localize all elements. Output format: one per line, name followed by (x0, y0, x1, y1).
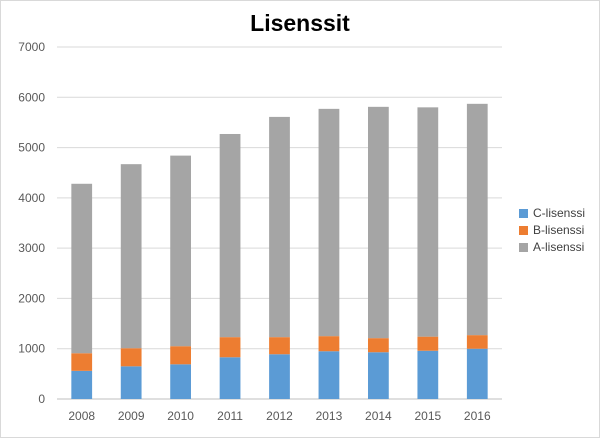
bar-A-lisenssi-2010 (170, 155, 191, 347)
y-tick-label: 6000 (18, 90, 45, 104)
bar-A-lisenssi-2014 (368, 106, 389, 339)
legend-label: B-lisenssi (533, 223, 584, 237)
bar-C-lisenssi-2011 (219, 357, 241, 399)
bar-C-lisenssi-2013 (318, 351, 340, 399)
legend-label: C-lisenssi (533, 206, 585, 220)
bar-C-lisenssi-2012 (269, 354, 290, 399)
y-tick-label: 5000 (18, 141, 45, 155)
bar-C-lisenssi-2015 (417, 350, 439, 399)
x-tick-label: 2013 (316, 409, 343, 423)
bar-A-lisenssi-2011 (219, 133, 241, 338)
x-tick-label: 2012 (266, 409, 293, 423)
legend-swatch (519, 243, 528, 252)
x-tick-label: 2010 (167, 409, 194, 423)
bar-B-lisenssi-2014 (368, 338, 389, 353)
bar-B-lisenssi-2008 (71, 353, 93, 371)
bar-B-lisenssi-2013 (318, 336, 340, 352)
bar-A-lisenssi-2015 (417, 107, 439, 337)
x-tick-label: 2008 (68, 409, 95, 423)
bar-B-lisenssi-2016 (466, 335, 488, 349)
bar-C-lisenssi-2010 (170, 364, 191, 399)
x-tick-label: 2011 (217, 409, 243, 423)
bar-B-lisenssi-2015 (417, 336, 439, 351)
y-tick-label: 4000 (18, 191, 45, 205)
y-tick-label: 0 (38, 392, 45, 406)
x-tick-label: 2009 (118, 409, 145, 423)
bar-A-lisenssi-2012 (269, 116, 290, 338)
x-tick-label: 2016 (464, 409, 491, 423)
x-tick-label: 2015 (414, 409, 441, 423)
y-tick-label: 2000 (18, 291, 45, 305)
y-tick-label: 3000 (18, 241, 45, 255)
bar-A-lisenssi-2009 (120, 164, 142, 349)
y-tick-label: 7000 (18, 40, 45, 54)
bar-A-lisenssi-2013 (318, 108, 340, 337)
y-tick-label: 1000 (18, 342, 45, 356)
bar-B-lisenssi-2010 (170, 346, 191, 365)
bar-C-lisenssi-2009 (120, 366, 142, 399)
bar-B-lisenssi-2011 (219, 337, 241, 358)
bar-C-lisenssi-2008 (71, 370, 93, 399)
x-tick-label: 2014 (365, 409, 392, 423)
bar-A-lisenssi-2008 (71, 183, 93, 354)
legend-swatch (519, 209, 528, 218)
chart-title: Lisenssit (250, 10, 350, 36)
bar-B-lisenssi-2012 (269, 337, 290, 355)
bar-B-lisenssi-2009 (120, 348, 142, 367)
bar-C-lisenssi-2014 (368, 352, 389, 399)
bar-C-lisenssi-2016 (466, 348, 488, 399)
bar-A-lisenssi-2016 (466, 103, 488, 336)
legend-swatch (519, 226, 528, 235)
legend-label: A-lisenssi (533, 240, 584, 254)
